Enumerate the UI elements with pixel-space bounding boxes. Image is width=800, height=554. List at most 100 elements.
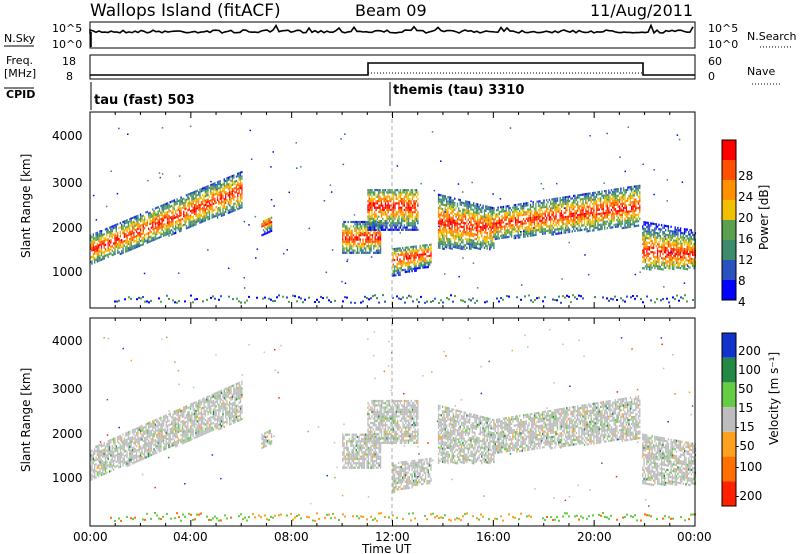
echo-cell	[489, 223, 491, 227]
echo-cell	[477, 231, 479, 235]
echo-cell	[405, 213, 407, 216]
echo-cell	[142, 238, 144, 241]
echo-cell	[639, 195, 641, 198]
echo-cell	[528, 219, 530, 222]
echo-cell	[179, 205, 181, 209]
echo-cell	[558, 219, 560, 222]
echo-cell	[386, 213, 388, 216]
echo-cell	[446, 246, 448, 249]
echo-cell	[686, 248, 688, 251]
echo-cell	[231, 188, 234, 191]
echo-cell	[671, 243, 674, 246]
echo-cell	[517, 218, 519, 222]
echo-cell	[191, 192, 193, 195]
echo-cell	[160, 213, 162, 216]
echo-cell	[363, 251, 366, 254]
echo-cell	[573, 225, 575, 228]
echo-cell	[628, 217, 630, 220]
echo-cell	[478, 205, 480, 208]
echo-cell	[541, 217, 544, 220]
echo-cell	[115, 228, 117, 231]
echo-cell	[238, 172, 240, 175]
echo-cell	[351, 245, 353, 248]
echo-cell	[646, 230, 648, 233]
echo-cell	[467, 209, 469, 212]
echo-cell	[477, 225, 479, 228]
echo-cell	[456, 244, 459, 247]
echo-cell	[196, 213, 198, 217]
echo-cell	[605, 203, 607, 206]
echo-cell	[380, 211, 383, 214]
echo-cell	[379, 245, 382, 248]
echo-cell	[671, 232, 674, 235]
echo-cell	[589, 218, 591, 221]
echo-cell	[380, 224, 383, 227]
echo-cell	[665, 262, 667, 265]
echo-cell	[648, 233, 651, 236]
echo-cell	[505, 218, 507, 221]
echo-cell	[589, 221, 591, 224]
echo-cell	[652, 260, 655, 263]
echo-cell	[454, 219, 456, 222]
echo-cell	[656, 267, 659, 270]
echo-cell	[229, 202, 231, 205]
echo-cell	[644, 239, 647, 242]
echo-cell	[414, 204, 416, 207]
echo-cell	[150, 222, 153, 225]
echo-cell	[468, 245, 471, 248]
echo-cell	[374, 234, 376, 237]
echo-cell	[414, 202, 416, 205]
echo-cell	[487, 243, 490, 246]
echo-cell	[369, 249, 371, 252]
echo-cell	[509, 226, 511, 229]
echo-cell	[223, 191, 225, 194]
echo-cell	[356, 247, 359, 250]
near-range-cell	[192, 301, 194, 304]
echo-cell	[235, 184, 238, 187]
echo-cell	[670, 238, 672, 242]
echo-cell	[456, 218, 459, 221]
echo-cell	[152, 232, 154, 235]
echo-cell	[692, 260, 694, 263]
echo-cell	[405, 208, 407, 212]
echo-cell	[412, 256, 415, 259]
echo-cell	[573, 223, 575, 226]
echo-cell	[216, 185, 219, 188]
echo-cell	[175, 209, 177, 212]
echo-cell	[491, 235, 494, 238]
echo-cell	[533, 220, 536, 223]
echo-cell	[401, 191, 403, 194]
echo-cell	[269, 223, 271, 226]
echo-cell	[426, 250, 428, 253]
echo-cell	[127, 223, 130, 226]
echo-cell	[667, 225, 670, 228]
echo-cell	[685, 239, 687, 242]
echo-cell	[239, 200, 242, 203]
echo-cell	[652, 233, 655, 236]
echo-cell	[546, 216, 548, 219]
echo-cell	[489, 248, 491, 251]
echo-cell	[464, 217, 467, 221]
echo-cell	[424, 261, 427, 264]
echo-cell	[348, 249, 351, 252]
echo-cell	[546, 221, 548, 224]
echo-cell	[579, 193, 582, 197]
echo-cell	[616, 203, 618, 206]
echo-cell	[130, 237, 132, 240]
echo-cell	[96, 236, 99, 239]
echo-cell	[525, 211, 528, 214]
echo-cell	[570, 223, 572, 227]
echo-cell	[564, 200, 567, 203]
echo-cell	[674, 226, 676, 229]
echo-cell	[370, 222, 372, 225]
echo-cell	[504, 227, 506, 230]
echo-cell	[595, 193, 598, 196]
echo-cell	[225, 191, 227, 194]
echo-cell	[215, 186, 217, 189]
echo-cell	[187, 215, 189, 218]
echo-cell	[423, 259, 425, 262]
echo-cell	[536, 224, 538, 227]
echo-cell	[625, 206, 627, 209]
echo-cell	[473, 219, 475, 223]
echo-cell	[176, 213, 178, 216]
